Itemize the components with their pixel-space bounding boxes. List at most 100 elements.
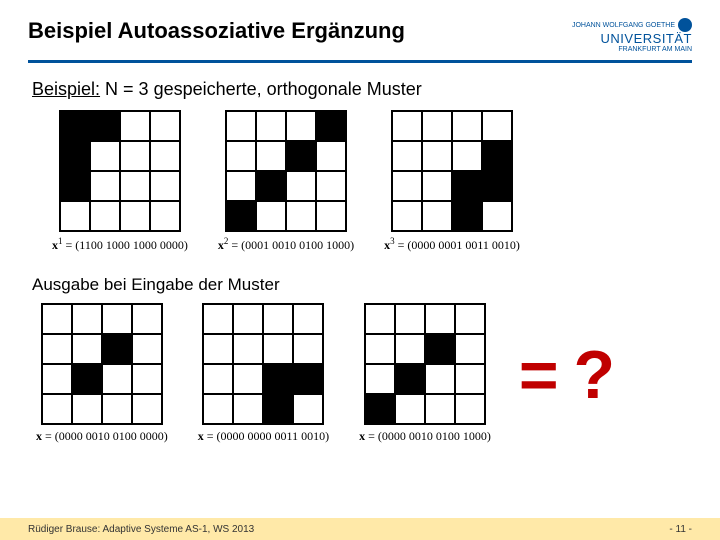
bottom-grids-row: x = (0000 0010 0100 0000) x = (0000 0000 … [36, 303, 491, 444]
grid-block: x = (0000 0010 0100 1000) [359, 303, 491, 444]
grid-cell [60, 141, 90, 171]
grid-cell [203, 304, 233, 334]
grid-cell [482, 201, 512, 231]
grid-cell [120, 171, 150, 201]
grid-cell [233, 334, 263, 364]
grid-cell [263, 364, 293, 394]
grid-cell [365, 364, 395, 394]
grid-cell [120, 111, 150, 141]
logo-line1: JOHANN WOLFGANG GOETHE [572, 22, 675, 29]
grid-cell [102, 334, 132, 364]
grid-cell [455, 304, 485, 334]
grid-cell [226, 171, 256, 201]
grid-cell [256, 141, 286, 171]
bottom-row: x = (0000 0010 0100 0000) x = (0000 0000 … [36, 303, 688, 448]
grid-cell [150, 141, 180, 171]
grid-cell [482, 171, 512, 201]
grid-cell [226, 201, 256, 231]
subtitle: Beispiel: N = 3 gespeicherte, orthogonal… [32, 79, 688, 100]
logo-uni: UNIVERSITÄT [572, 32, 692, 46]
grid-cell [72, 334, 102, 364]
section2-title: Ausgabe bei Eingabe der Muster [32, 275, 688, 295]
grid-cell [150, 201, 180, 231]
grid-cell [452, 171, 482, 201]
footer-right: - 11 - [669, 524, 692, 535]
grid-cell [286, 141, 316, 171]
grid-cell [102, 304, 132, 334]
grid-block: x2 = (0001 0010 0100 1000) [218, 110, 354, 253]
grid-cell [233, 394, 263, 424]
pattern-grid [225, 110, 347, 232]
grid-cell [226, 141, 256, 171]
grid-caption: x2 = (0001 0010 0100 1000) [218, 236, 354, 253]
grid-cell [286, 201, 316, 231]
grid-cell [422, 111, 452, 141]
grid-cell [150, 111, 180, 141]
grid-cell [425, 334, 455, 364]
grid-cell [425, 364, 455, 394]
grid-cell [60, 111, 90, 141]
pattern-grid [391, 110, 513, 232]
grid-caption: x = (0000 0010 0100 1000) [359, 429, 491, 444]
content: Beispiel: N = 3 gespeicherte, orthogonal… [0, 63, 720, 448]
grid-cell [395, 364, 425, 394]
grid-cell [72, 304, 102, 334]
grid-cell [150, 171, 180, 201]
grid-cell [72, 394, 102, 424]
grid-block: x = (0000 0010 0100 0000) [36, 303, 168, 444]
grid-cell [392, 111, 422, 141]
grid-cell [60, 171, 90, 201]
grid-cell [203, 394, 233, 424]
grid-cell [395, 394, 425, 424]
grid-cell [365, 394, 395, 424]
grid-cell [316, 171, 346, 201]
pattern-grid [59, 110, 181, 232]
footer: Rüdiger Brause: Adaptive Systeme AS-1, W… [0, 518, 720, 540]
grid-cell [316, 111, 346, 141]
grid-cell [42, 364, 72, 394]
grid-cell [90, 141, 120, 171]
grid-cell [132, 364, 162, 394]
grid-cell [256, 111, 286, 141]
grid-cell [60, 201, 90, 231]
subtitle-text: N = 3 gespeicherte, orthogonale Muster [100, 79, 422, 99]
grid-cell [293, 394, 323, 424]
grid-cell [482, 111, 512, 141]
grid-cell [90, 111, 120, 141]
grid-cell [256, 201, 286, 231]
grid-block: x3 = (0000 0001 0011 0010) [384, 110, 520, 253]
grid-cell [482, 141, 512, 171]
grid-cell [425, 394, 455, 424]
grid-cell [286, 111, 316, 141]
grid-cell [455, 364, 485, 394]
grid-caption: x1 = (1100 1000 1000 0000) [52, 236, 188, 253]
grid-cell [90, 201, 120, 231]
university-logo: JOHANN WOLFGANG GOETHE UNIVERSITÄT FRANK… [572, 18, 692, 54]
grid-caption: x = (0000 0010 0100 0000) [36, 429, 168, 444]
grid-cell [293, 364, 323, 394]
grid-cell [316, 141, 346, 171]
grid-cell [90, 171, 120, 201]
grid-cell [452, 201, 482, 231]
grid-cell [120, 141, 150, 171]
grid-caption: x3 = (0000 0001 0011 0010) [384, 236, 520, 253]
grid-block: x1 = (1100 1000 1000 0000) [52, 110, 188, 253]
footer-left: Rüdiger Brause: Adaptive Systeme AS-1, W… [28, 524, 254, 535]
grid-cell [422, 201, 452, 231]
grid-cell [455, 334, 485, 364]
pattern-grid [364, 303, 486, 425]
grid-cell [256, 171, 286, 201]
pattern-grid [202, 303, 324, 425]
grid-cell [203, 364, 233, 394]
grid-cell [392, 141, 422, 171]
goethe-head-icon [678, 18, 692, 32]
grid-cell [455, 394, 485, 424]
grid-cell [42, 394, 72, 424]
grid-cell [132, 394, 162, 424]
grid-cell [395, 304, 425, 334]
grid-caption: x = (0000 0000 0011 0010) [198, 429, 329, 444]
grid-cell [293, 304, 323, 334]
grid-cell [316, 201, 346, 231]
grid-cell [42, 304, 72, 334]
grid-cell [425, 304, 455, 334]
